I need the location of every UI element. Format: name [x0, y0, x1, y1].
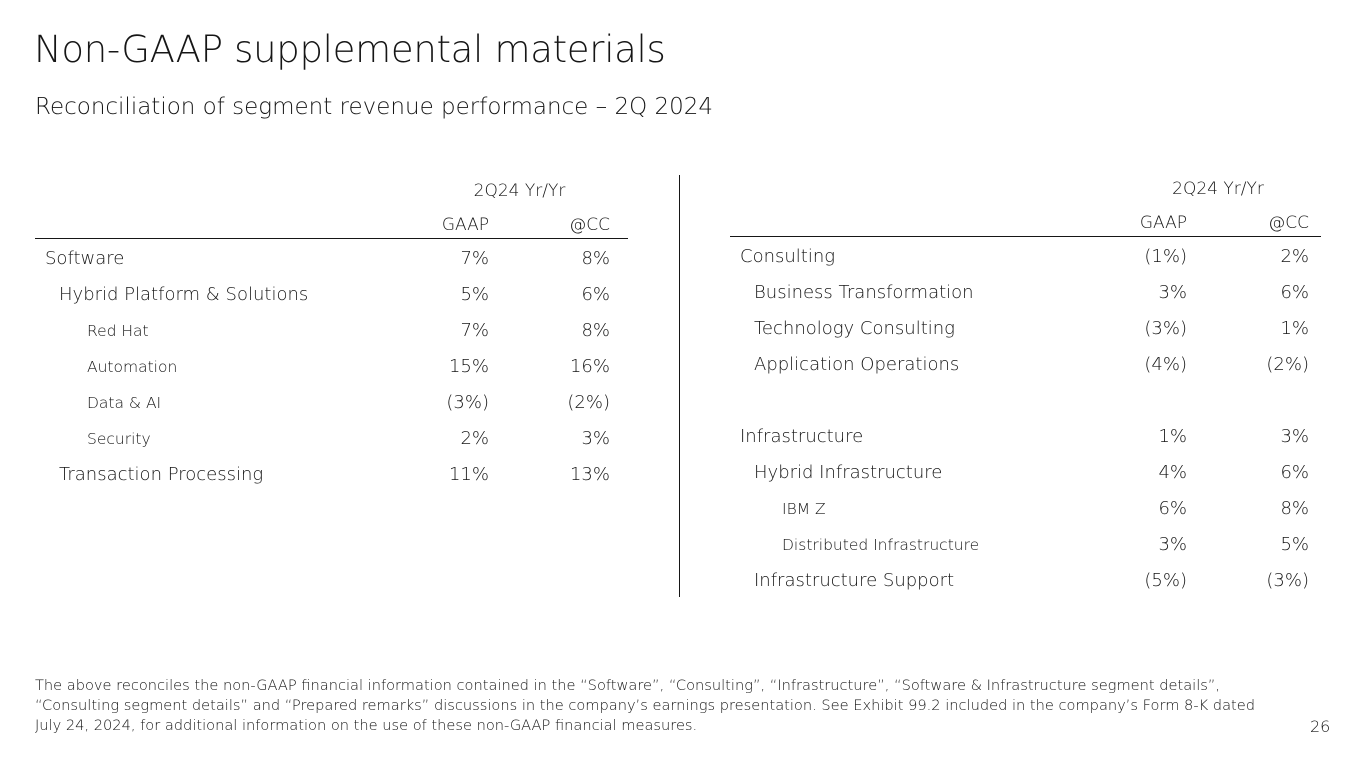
gaap-value: 5% — [460, 284, 489, 305]
row-label: Security — [87, 430, 151, 448]
row-label: Red Hat — [87, 322, 149, 340]
table-row: Security 2% 3% — [35, 428, 628, 464]
row-label: IBM Z — [782, 500, 826, 518]
gaap-value: 6% — [1158, 498, 1187, 519]
table-row: Hybrid Infrastructure 4% 6% — [730, 462, 1321, 498]
column-header-cc: @CC — [1268, 213, 1309, 233]
cc-value: (2%) — [567, 392, 610, 413]
header-rule — [730, 236, 1321, 237]
gaap-value: 11% — [448, 464, 489, 485]
table-row: Business Transformation 3% 6% — [730, 282, 1321, 318]
cc-value: 3% — [581, 428, 610, 449]
table-row: Consulting (1%) 2% — [730, 246, 1321, 282]
table-row: IBM Z 6% 8% — [730, 498, 1321, 534]
header-rule — [35, 238, 628, 239]
page-title: Non-GAAP supplemental materials — [34, 28, 666, 71]
row-label: Hybrid Platform & Solutions — [59, 284, 309, 305]
row-label: Hybrid Infrastructure — [754, 462, 943, 483]
table-row — [730, 390, 1321, 426]
gaap-value: (3%) — [446, 392, 489, 413]
row-label: Infrastructure — [740, 426, 864, 447]
cc-value: 8% — [1280, 498, 1309, 519]
gaap-value: (3%) — [1144, 318, 1187, 339]
table-divider — [679, 175, 680, 597]
row-label: Consulting — [740, 246, 836, 267]
gaap-value: 15% — [448, 356, 489, 377]
cc-value: 8% — [581, 248, 610, 269]
column-header-gaap: GAAP — [441, 215, 489, 235]
table-row: Red Hat 7% 8% — [35, 320, 628, 356]
table-row: Software 7% 8% — [35, 248, 628, 284]
table-row: Infrastructure 1% 3% — [730, 426, 1321, 462]
table-row: Technology Consulting (3%) 1% — [730, 318, 1321, 354]
table-row: Hybrid Platform & Solutions 5% 6% — [35, 284, 628, 320]
row-label: Software — [45, 248, 125, 269]
row-label: Technology Consulting — [754, 318, 955, 339]
consulting-infrastructure-reconciliation-table: 2Q24 Yr/Yr GAAP @CC Consulting (1%) 2% Busines… — [730, 173, 1321, 603]
period-header: 2Q24 Yr/Yr — [1172, 179, 1264, 199]
row-label: Infrastructure Support — [754, 570, 955, 591]
period-header: 2Q24 Yr/Yr — [473, 181, 566, 201]
table-row: Infrastructure Support (5%) (3%) — [730, 570, 1321, 606]
cc-value: 5% — [1280, 534, 1309, 555]
table-row: Application Operations (4%) (2%) — [730, 354, 1321, 390]
gaap-value: 7% — [460, 320, 489, 341]
column-header-gaap: GAAP — [1139, 213, 1187, 233]
row-label: Distributed Infrastructure — [782, 536, 980, 554]
row-label: Automation — [87, 358, 178, 376]
table-row: Data & AI (3%) (2%) — [35, 392, 628, 428]
table-row: Automation 15% 16% — [35, 356, 628, 392]
software-reconciliation-table: 2Q24 Yr/Yr GAAP @CC Software 7% 8% Hybrid Plat… — [35, 175, 628, 505]
cc-value: 8% — [581, 320, 610, 341]
footnote: The above reconciles the non-GAAP financ… — [35, 677, 1255, 734]
gaap-value: (4%) — [1144, 354, 1187, 375]
gaap-value: 3% — [1158, 534, 1187, 555]
page-number: 26 — [1310, 717, 1331, 736]
cc-value: 6% — [581, 284, 610, 305]
cc-value: 2% — [1280, 246, 1309, 267]
cc-value: 6% — [1280, 282, 1309, 303]
cc-value: (2%) — [1266, 354, 1309, 375]
column-header-cc: @CC — [569, 215, 610, 235]
row-label: Data & AI — [87, 394, 162, 412]
cc-value: 6% — [1280, 462, 1309, 483]
cc-value: 13% — [569, 464, 610, 485]
table-row: Distributed Infrastructure 3% 5% — [730, 534, 1321, 570]
cc-value: 3% — [1280, 426, 1309, 447]
page-subtitle: Reconciliation of segment revenue perfor… — [35, 94, 714, 120]
gaap-value: (5%) — [1144, 570, 1187, 591]
row-label: Transaction Processing — [59, 464, 264, 485]
gaap-value: 3% — [1158, 282, 1187, 303]
row-label: Application Operations — [754, 354, 960, 375]
cc-value: 1% — [1280, 318, 1309, 339]
cc-value: (3%) — [1266, 570, 1309, 591]
gaap-value: 2% — [460, 428, 489, 449]
gaap-value: 4% — [1158, 462, 1187, 483]
gaap-value: (1%) — [1144, 246, 1187, 267]
gaap-value: 1% — [1158, 426, 1187, 447]
gaap-value: 7% — [460, 248, 489, 269]
cc-value: 16% — [569, 356, 610, 377]
row-label: Business Transformation — [754, 282, 974, 303]
table-row: Transaction Processing 11% 13% — [35, 464, 628, 500]
